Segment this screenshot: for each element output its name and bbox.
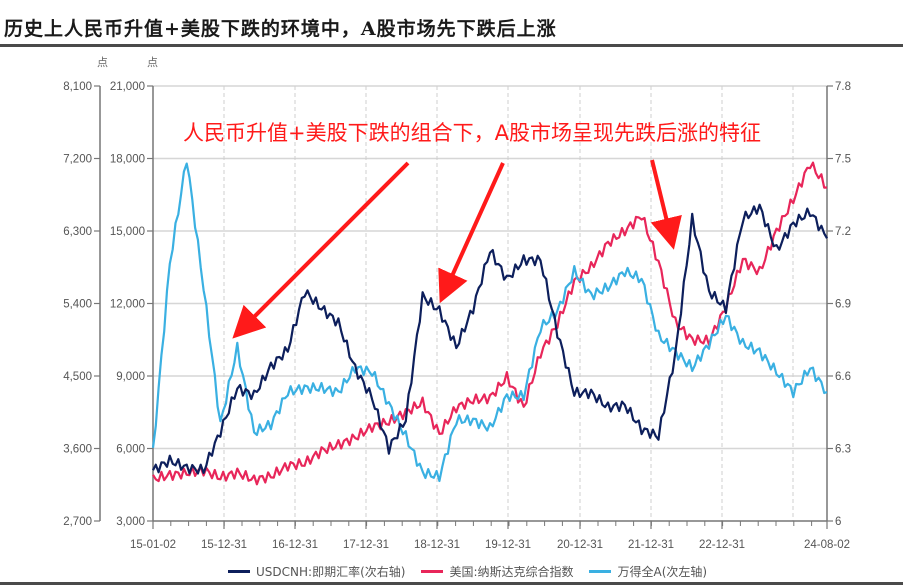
gridlines [153, 85, 827, 521]
series-line [152, 203, 828, 475]
title-divider [0, 44, 903, 47]
x-tick-label: 16-12-31 [272, 539, 318, 551]
series-lines [151, 161, 828, 486]
y-tick-left-outer: 3,600 [63, 444, 92, 456]
y-tick-right: 6.3 [835, 444, 851, 456]
y-tick-right: 7.5 [835, 154, 851, 166]
y-tick-left-outer: 6,300 [63, 226, 92, 238]
legend-swatch-blue [589, 570, 612, 573]
legend-swatch-navy [228, 570, 250, 573]
y-tick-left-outer: 2,700 [63, 516, 92, 528]
y-tick-left-inner: 15,000 [110, 226, 145, 238]
y-tick-left-inner: 6,000 [116, 444, 145, 456]
legend-swatch-red [421, 570, 444, 573]
y-tick-right: 6 [835, 516, 841, 528]
y-tick-right: 7.2 [835, 226, 851, 238]
left-outer-unit: 点 [97, 56, 108, 69]
arrow-icon [650, 159, 682, 250]
x-tick-label: 24-08-02 [804, 539, 850, 551]
x-tick-label: 20-12-31 [557, 539, 603, 551]
arrow-icon [232, 161, 410, 339]
left-inner-unit: 点 [147, 56, 158, 69]
x-tick-label: 15-01-02 [130, 539, 176, 551]
y-tick-left-outer: 8,100 [63, 81, 92, 93]
legend-label: 万得全A(次左轴) [617, 565, 708, 579]
x-tick-label: 17-12-31 [343, 539, 389, 551]
series-line [151, 162, 828, 483]
y-tick-right: 7.8 [835, 81, 851, 93]
annotation-text: 人民币升值+美股下跌的组合下，A股市场呈现先跌后涨的特征 [183, 121, 761, 145]
legend-label: USDCNH:即期汇率(次右轴) [256, 565, 406, 579]
arrow-icon [438, 162, 505, 304]
y-tick-left-outer: 4,500 [63, 371, 92, 383]
y-tick-left-inner: 3,000 [116, 516, 145, 528]
x-tick-label: 19-12-31 [485, 539, 531, 551]
y-tick-right: 6.9 [835, 299, 851, 311]
y-tick-left-inner: 18,000 [110, 154, 145, 166]
y-tick-left-outer: 7,200 [63, 154, 92, 166]
y-tick-left-outer: 5,400 [63, 299, 92, 311]
x-tick-label: 15-12-31 [201, 539, 247, 551]
legend: USDCNH:即期汇率(次右轴) 美国:纳斯达克综合指数 万得全A(次左轴) [228, 563, 723, 580]
x-tick-label: 22-12-31 [699, 539, 745, 551]
legend-label: 美国:纳斯达克综合指数 [449, 565, 574, 579]
x-tick-label: 18-12-31 [414, 539, 460, 551]
y-tick-left-inner: 9,000 [116, 371, 145, 383]
bottom-divider [0, 582, 903, 585]
x-tick-label: 21-12-31 [628, 539, 674, 551]
y-tick-left-inner: 21,000 [110, 81, 145, 93]
legend-item-usdcnh: USDCNH:即期汇率(次右轴) [228, 563, 405, 580]
legend-item-wind-a: 万得全A(次左轴) [589, 563, 707, 580]
y-tick-left-inner: 12,000 [110, 299, 145, 311]
annotation-arrows [232, 159, 682, 339]
chart-title: 历史上人民币升值+美股下跌的环境中，A股市场先下跌后上涨 [4, 18, 557, 40]
series-line [152, 161, 828, 486]
legend-item-nasdaq: 美国:纳斯达克综合指数 [421, 563, 573, 580]
axes: 8,100 21,000 7.8 7,200 18,000 7.5 6,300 15,000 7… [63, 81, 851, 551]
y-tick-right: 6.6 [835, 371, 851, 383]
